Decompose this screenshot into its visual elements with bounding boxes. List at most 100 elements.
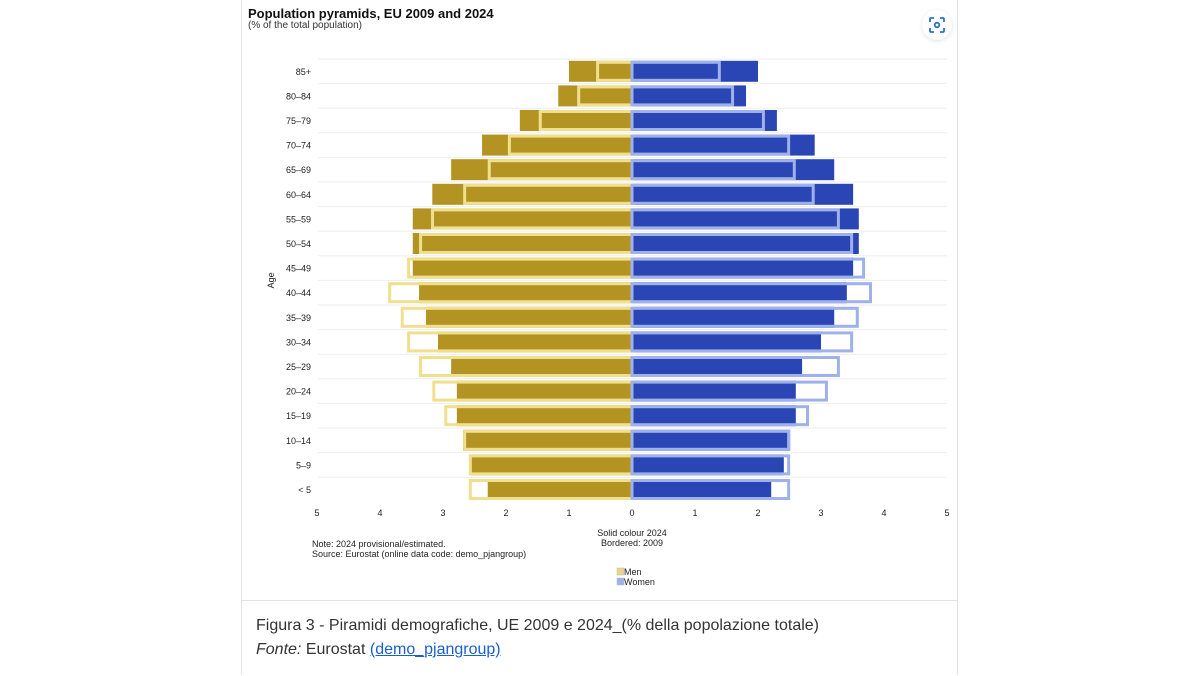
bar-women-2024 [632, 208, 859, 230]
bar-women-2009 [630, 233, 854, 254]
bar-men-2024 [425, 306, 632, 328]
bar-men-2024 [470, 454, 632, 476]
age-label: 30–34 [286, 337, 311, 347]
bar-women-2009 [630, 60, 721, 82]
center-annotation: Bordered: 2009 [601, 538, 663, 548]
bar-women-2009 [630, 429, 791, 451]
bar-women-2024 [632, 429, 791, 451]
age-label: 50–54 [286, 239, 311, 249]
bar-men-2024 [437, 331, 632, 353]
chart-subtitle: (% of the total population) [248, 20, 362, 31]
bar-men-2024 [451, 356, 632, 377]
bar-men-2024 [482, 134, 632, 156]
age-label: 75–79 [286, 116, 311, 126]
bar-men-2024 [487, 479, 632, 500]
chart-note: Note: 2024 provisional/estimated. [312, 539, 446, 549]
bar-men-2024 [456, 405, 632, 427]
bar-men-2024 [558, 85, 632, 107]
age-label: 10–14 [286, 436, 311, 446]
bar-women-2009 [630, 331, 854, 353]
age-label: 35–39 [286, 313, 311, 323]
bar-women-2009 [630, 110, 765, 131]
figure-caption: Figura 3 - Piramidi demografiche, UE 200… [242, 600, 957, 676]
legend-label-women: Women [624, 577, 655, 587]
bar-women-2024 [632, 282, 847, 304]
chart-title: Population pyramids, EU 2009 and 2024 [248, 6, 494, 21]
source-link[interactable]: (demo_pjangroup) [369, 641, 501, 658]
bar-men-2024 [412, 233, 632, 254]
bar-men-2024 [419, 282, 632, 304]
x-tick-label: 1 [566, 508, 571, 518]
bar-women-2009 [630, 134, 791, 156]
bar-women-2024 [632, 110, 777, 131]
bar-women-2009 [630, 282, 873, 304]
x-tick-label: 5 [944, 508, 949, 518]
caption-source: Fonte: Eurostat (demo_pjangroup) [256, 641, 501, 659]
bar-women-2024 [632, 306, 835, 328]
bar-women-2009 [630, 380, 828, 402]
bar-men-2024 [412, 257, 632, 279]
lens-scan-icon [929, 17, 945, 33]
bar-women-2024 [632, 134, 815, 156]
caption-text: Figura 3 - Piramidi demografiche, UE 200… [256, 617, 819, 634]
x-tick-label: 2 [503, 508, 508, 518]
bar-women-2024 [632, 257, 854, 279]
age-label: 65–69 [286, 165, 311, 175]
age-label: 55–59 [286, 214, 311, 224]
age-label: 60–64 [286, 190, 311, 200]
bar-women-2024 [632, 380, 796, 402]
x-tick-label: 3 [818, 508, 823, 518]
bar-women-2024 [632, 159, 835, 181]
bar-women-2009 [630, 454, 791, 476]
x-tick-label: 3 [440, 508, 445, 518]
expand-image-button[interactable] [922, 10, 952, 40]
bar-women-2009 [630, 208, 840, 230]
bar-women-2009 [630, 257, 866, 279]
center-annotation: Solid colour 2024 [597, 528, 667, 538]
bar-men-2024 [412, 208, 632, 230]
age-label: 5–9 [296, 460, 311, 470]
bar-women-2024 [632, 454, 784, 476]
bar-women-2024 [632, 405, 796, 427]
pyramid-chart: 85+80–8475–7970–7465–6960–6455–5950–5445… [266, 58, 950, 587]
bar-women-2009 [630, 405, 810, 427]
age-label: 40–44 [286, 288, 311, 298]
bar-men-2024 [463, 429, 632, 451]
chart-source: Source: Eurostat (online data code: demo… [312, 549, 526, 559]
age-label: 25–29 [286, 362, 311, 372]
bar-women-2024 [632, 356, 803, 377]
bar-men-2024 [432, 183, 632, 205]
age-label: 80–84 [286, 91, 311, 101]
bar-women-2009 [630, 159, 796, 181]
bar-women-2009 [630, 306, 859, 328]
bar-men-2024 [569, 60, 632, 82]
x-tick-label: 1 [692, 508, 697, 518]
legend-label-men: Men [624, 567, 642, 577]
bar-women-2009 [630, 183, 815, 205]
x-tick-label: 5 [314, 508, 319, 518]
age-label: 70–74 [286, 141, 311, 151]
x-tick-label: 4 [881, 508, 886, 518]
x-tick-label: 4 [377, 508, 382, 518]
bar-women-2009 [630, 479, 791, 500]
source-text: Eurostat [305, 641, 366, 658]
bar-men-2024 [519, 110, 632, 131]
legend-swatch-men [616, 567, 625, 576]
age-label: 15–19 [286, 411, 311, 421]
bar-women-2024 [632, 479, 772, 500]
age-label: 85+ [296, 67, 311, 77]
bar-women-2009 [630, 85, 735, 107]
bar-men-2024 [456, 380, 632, 402]
age-label: < 5 [298, 485, 311, 495]
bar-men-2024 [451, 159, 632, 181]
legend-swatch-women [616, 577, 625, 586]
age-label: 45–49 [286, 264, 311, 274]
figure-frame: Population pyramids, EU 2009 and 2024 (%… [241, 0, 958, 676]
source-label: Fonte: [256, 641, 302, 658]
bar-women-2009 [630, 356, 840, 377]
x-tick-label: 0 [629, 508, 634, 518]
bar-women-2024 [632, 183, 854, 205]
y-axis-label: Age [266, 272, 276, 288]
bar-women-2024 [632, 233, 859, 254]
bar-women-2024 [632, 60, 758, 82]
